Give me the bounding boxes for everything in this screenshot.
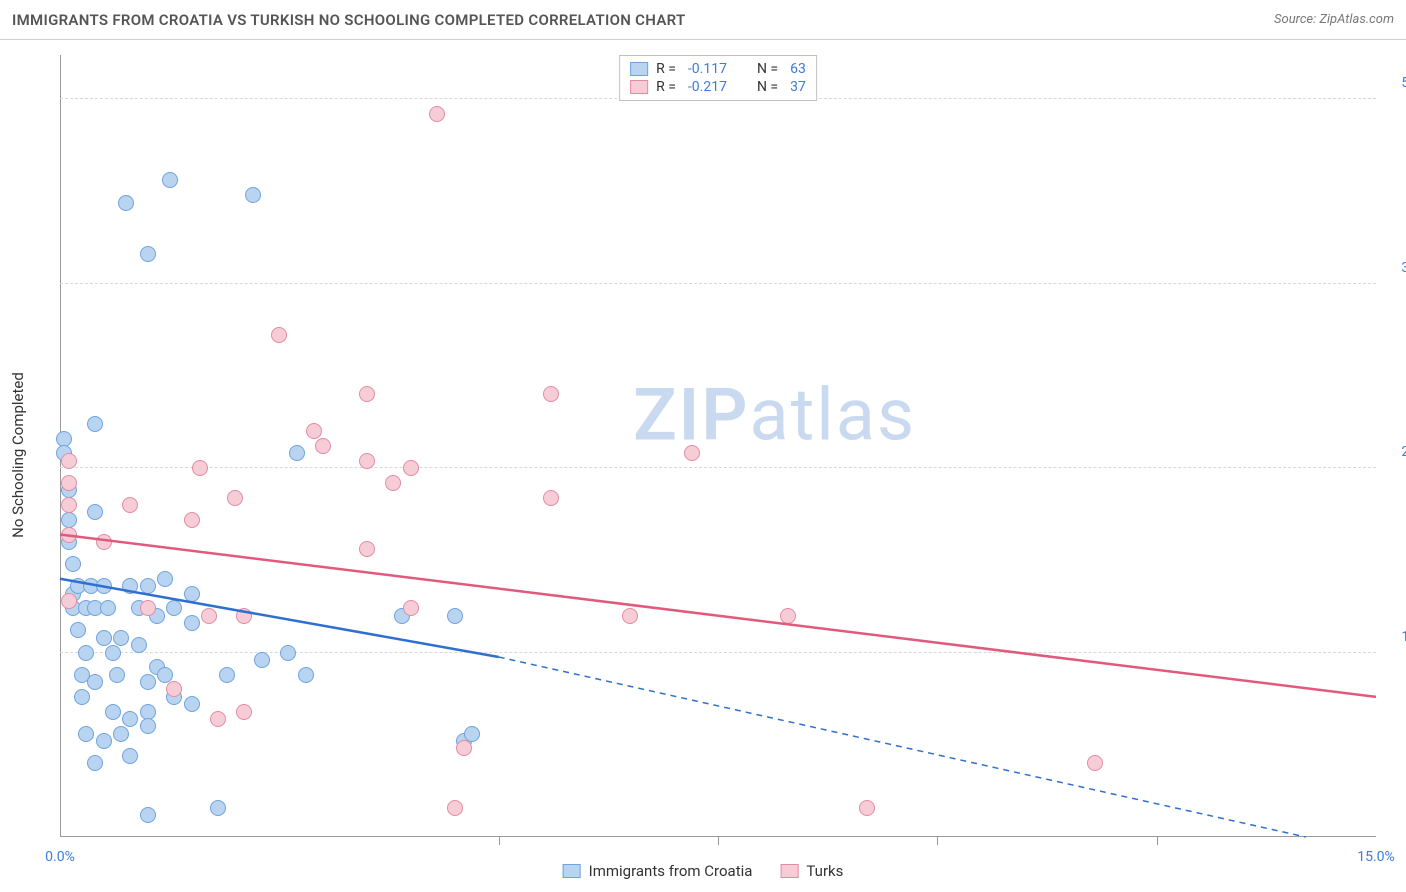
- legend-row-turks: R = -0.217 N = 37: [630, 78, 806, 96]
- chart-title: IMMIGRANTS FROM CROATIA VS TURKISH NO SC…: [12, 11, 686, 29]
- legend-item-turks: Turks: [780, 862, 843, 880]
- legend-item-label: Turks: [806, 862, 843, 880]
- legend-n-value: 63: [790, 61, 806, 77]
- legend-swatch-icon: [630, 80, 648, 94]
- trend-lines: [60, 55, 1376, 837]
- source-name: ZipAtlas.com: [1319, 12, 1394, 27]
- x-tick: [1157, 837, 1158, 845]
- chart-header: IMMIGRANTS FROM CROATIA VS TURKISH NO SC…: [0, 0, 1406, 40]
- legend-row-croatia: R = -0.117 N = 63: [630, 60, 806, 78]
- legend-r-value: -0.117: [688, 61, 727, 77]
- y-tick-label: 5.0%: [1381, 75, 1406, 91]
- x-tick-label: 0.0%: [45, 849, 75, 865]
- legend-swatch-icon: [563, 864, 581, 878]
- legend-r-label: R =: [656, 61, 676, 77]
- x-tick: [937, 837, 938, 845]
- legend-r-label: R =: [656, 79, 676, 95]
- legend-swatch-icon: [630, 62, 648, 76]
- x-tick: [499, 837, 500, 845]
- correlation-legend: R = -0.117 N = 63 R = -0.217 N = 37: [619, 55, 817, 101]
- chart-plot-area: ZIPatlas 1.3%2.5%3.8%5.0%0.0%15.0% R =-0…: [60, 55, 1376, 837]
- x-tick-label: 15.0%: [1357, 849, 1395, 865]
- scatter-plot: 1.3%2.5%3.8%5.0%0.0%15.0%: [60, 55, 1376, 837]
- legend-n-label: N =: [757, 61, 778, 77]
- trend-line-croatia: [60, 579, 499, 657]
- source-prefix: Source:: [1274, 12, 1319, 27]
- legend-swatch-icon: [780, 864, 798, 878]
- y-tick-label: 1.3%: [1381, 629, 1406, 645]
- source-attribution: Source: ZipAtlas.com: [1274, 12, 1394, 27]
- y-axis-label: No Schooling Completed: [9, 372, 27, 538]
- trend-line-turks: [60, 535, 1376, 697]
- legend-item-croatia: Immigrants from Croatia: [563, 862, 753, 880]
- y-tick-label: 2.5%: [1381, 444, 1406, 460]
- legend-r-value: -0.217: [688, 79, 727, 95]
- y-tick-label: 3.8%: [1381, 260, 1406, 276]
- series-legend: Immigrants from Croatia Turks: [563, 862, 844, 880]
- x-tick: [718, 837, 719, 845]
- legend-item-label: Immigrants from Croatia: [589, 862, 753, 880]
- trend-line-dashed-croatia: [499, 657, 1306, 837]
- legend-n-label: N =: [757, 79, 778, 95]
- legend-n-value: 37: [790, 79, 806, 95]
